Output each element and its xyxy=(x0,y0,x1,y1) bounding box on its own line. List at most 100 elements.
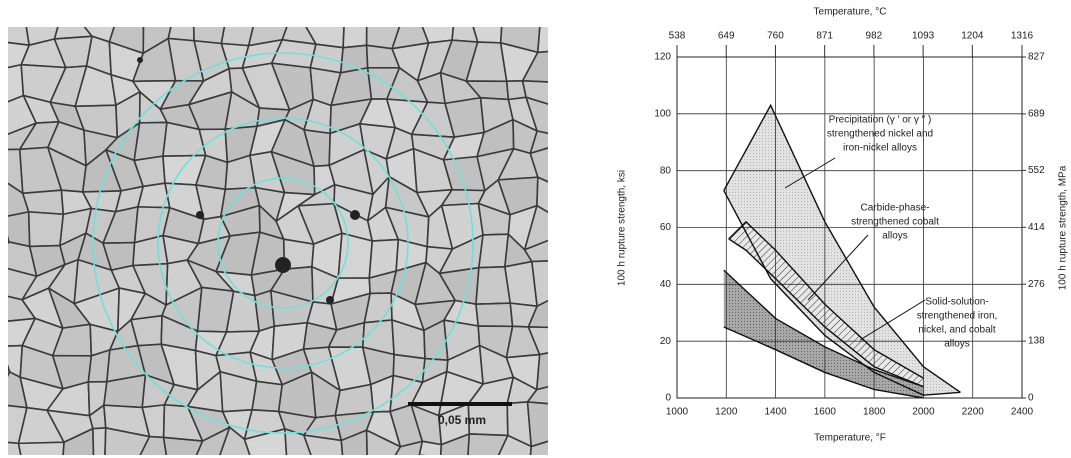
y-tick-label: 20 xyxy=(660,336,672,347)
x-tick-label: 1600 xyxy=(814,407,837,418)
grain xyxy=(467,433,509,455)
y2-tick-label: 414 xyxy=(1028,222,1045,233)
grain xyxy=(478,233,510,269)
x2-tick-label: 1093 xyxy=(912,31,935,42)
grain xyxy=(8,27,30,46)
y2-tick-label: 552 xyxy=(1028,165,1045,176)
y-tick-label: 40 xyxy=(660,279,672,290)
x-tick-label: 1400 xyxy=(764,407,787,418)
grain xyxy=(251,380,284,413)
series-label: Precipitation (γ ′ or γ ″ ) xyxy=(829,115,932,126)
y-axis-title: 100 h rupture strength, ksi xyxy=(617,170,628,286)
x2-tick-label: 649 xyxy=(718,31,735,42)
micrograph-overlay: 0,05 mm xyxy=(92,52,512,434)
x-tick-label: 1200 xyxy=(715,407,738,418)
grain xyxy=(139,435,168,455)
x2-tick-label: 1204 xyxy=(961,31,984,42)
grain xyxy=(8,211,31,248)
boundary-line xyxy=(728,238,924,388)
y-tick-label: 60 xyxy=(660,222,672,233)
region-fill xyxy=(723,105,961,396)
pore xyxy=(350,210,360,220)
y-tick-label: 0 xyxy=(665,393,671,404)
plot-frame xyxy=(676,56,1023,399)
grain xyxy=(92,427,107,455)
series-label: strengthened nickel and xyxy=(827,129,933,140)
grain xyxy=(526,385,548,405)
grain xyxy=(17,441,65,455)
y2-axis-title: 100 h rupture strength, MPa xyxy=(1058,165,1069,290)
grain xyxy=(8,441,22,455)
region-fill xyxy=(728,221,924,387)
boundary-line xyxy=(723,269,924,388)
pore xyxy=(137,57,143,63)
leader-line xyxy=(859,299,926,341)
grain xyxy=(365,429,402,455)
y-tick-label: 80 xyxy=(660,165,672,176)
grain xyxy=(521,80,548,105)
x-tick-label: 2000 xyxy=(912,407,935,418)
leader-line xyxy=(807,234,869,301)
series-label: nickel, and cobalt xyxy=(918,325,995,336)
series-label: strengthened cobalt xyxy=(851,217,939,228)
grain xyxy=(303,434,344,455)
x-tick-label: 2200 xyxy=(962,407,985,418)
y2-tick-label: 0 xyxy=(1028,393,1034,404)
x2-tick-label: 760 xyxy=(767,31,784,42)
boundary-line xyxy=(728,220,924,379)
grain xyxy=(62,427,95,455)
grain xyxy=(342,27,368,49)
leader-line xyxy=(784,157,836,189)
boundary-line xyxy=(723,103,961,393)
x2-tick-label: 871 xyxy=(816,31,833,42)
pore xyxy=(196,211,204,219)
overlay-circle xyxy=(92,52,474,434)
grain xyxy=(535,352,548,391)
x2-axis-title: Temperature, °C xyxy=(814,7,887,18)
grain xyxy=(523,239,548,263)
y-tick-label: 100 xyxy=(654,108,671,119)
grain xyxy=(526,401,548,448)
pore xyxy=(275,257,291,273)
x-tick-label: 2400 xyxy=(1011,407,1034,418)
series-label: alloys xyxy=(882,231,908,242)
overlay-circle xyxy=(217,177,349,309)
x2-tick-label: 538 xyxy=(669,31,686,42)
grain xyxy=(104,427,151,455)
series-label: Solid-solution- xyxy=(925,297,988,308)
x-tick-label: 1800 xyxy=(863,407,886,418)
y2-tick-label: 827 xyxy=(1028,52,1045,63)
grain xyxy=(497,434,533,455)
scale-bar xyxy=(408,402,512,406)
x-tick-label: 1000 xyxy=(666,407,689,418)
grain xyxy=(162,436,204,455)
grain xyxy=(394,440,424,455)
pore xyxy=(326,296,334,304)
y2-tick-label: 689 xyxy=(1028,109,1045,120)
y-tick-label: 120 xyxy=(654,52,671,63)
series-label: Carbide-phase- xyxy=(861,203,930,214)
grain xyxy=(439,433,471,455)
grain xyxy=(531,260,548,308)
grain xyxy=(529,147,548,183)
y2-tick-label: 276 xyxy=(1028,279,1045,290)
series-label: iron-nickel alloys xyxy=(843,143,917,154)
y2-tick-label: 138 xyxy=(1028,336,1045,347)
grain xyxy=(521,50,548,83)
series-label: alloys xyxy=(944,339,970,350)
grain xyxy=(195,426,231,455)
grain xyxy=(219,426,251,455)
grain xyxy=(527,299,548,329)
grain xyxy=(133,121,168,162)
grain xyxy=(27,211,65,248)
grain xyxy=(536,27,548,54)
x2-tick-label: 1316 xyxy=(1011,31,1034,42)
boundary-line xyxy=(723,326,924,399)
x-axis-title: Temperature, °F xyxy=(814,433,886,444)
grain xyxy=(475,302,514,328)
grain xyxy=(527,326,548,356)
x2-tick-label: 982 xyxy=(866,31,883,42)
grain xyxy=(529,130,548,155)
grain xyxy=(167,27,195,42)
